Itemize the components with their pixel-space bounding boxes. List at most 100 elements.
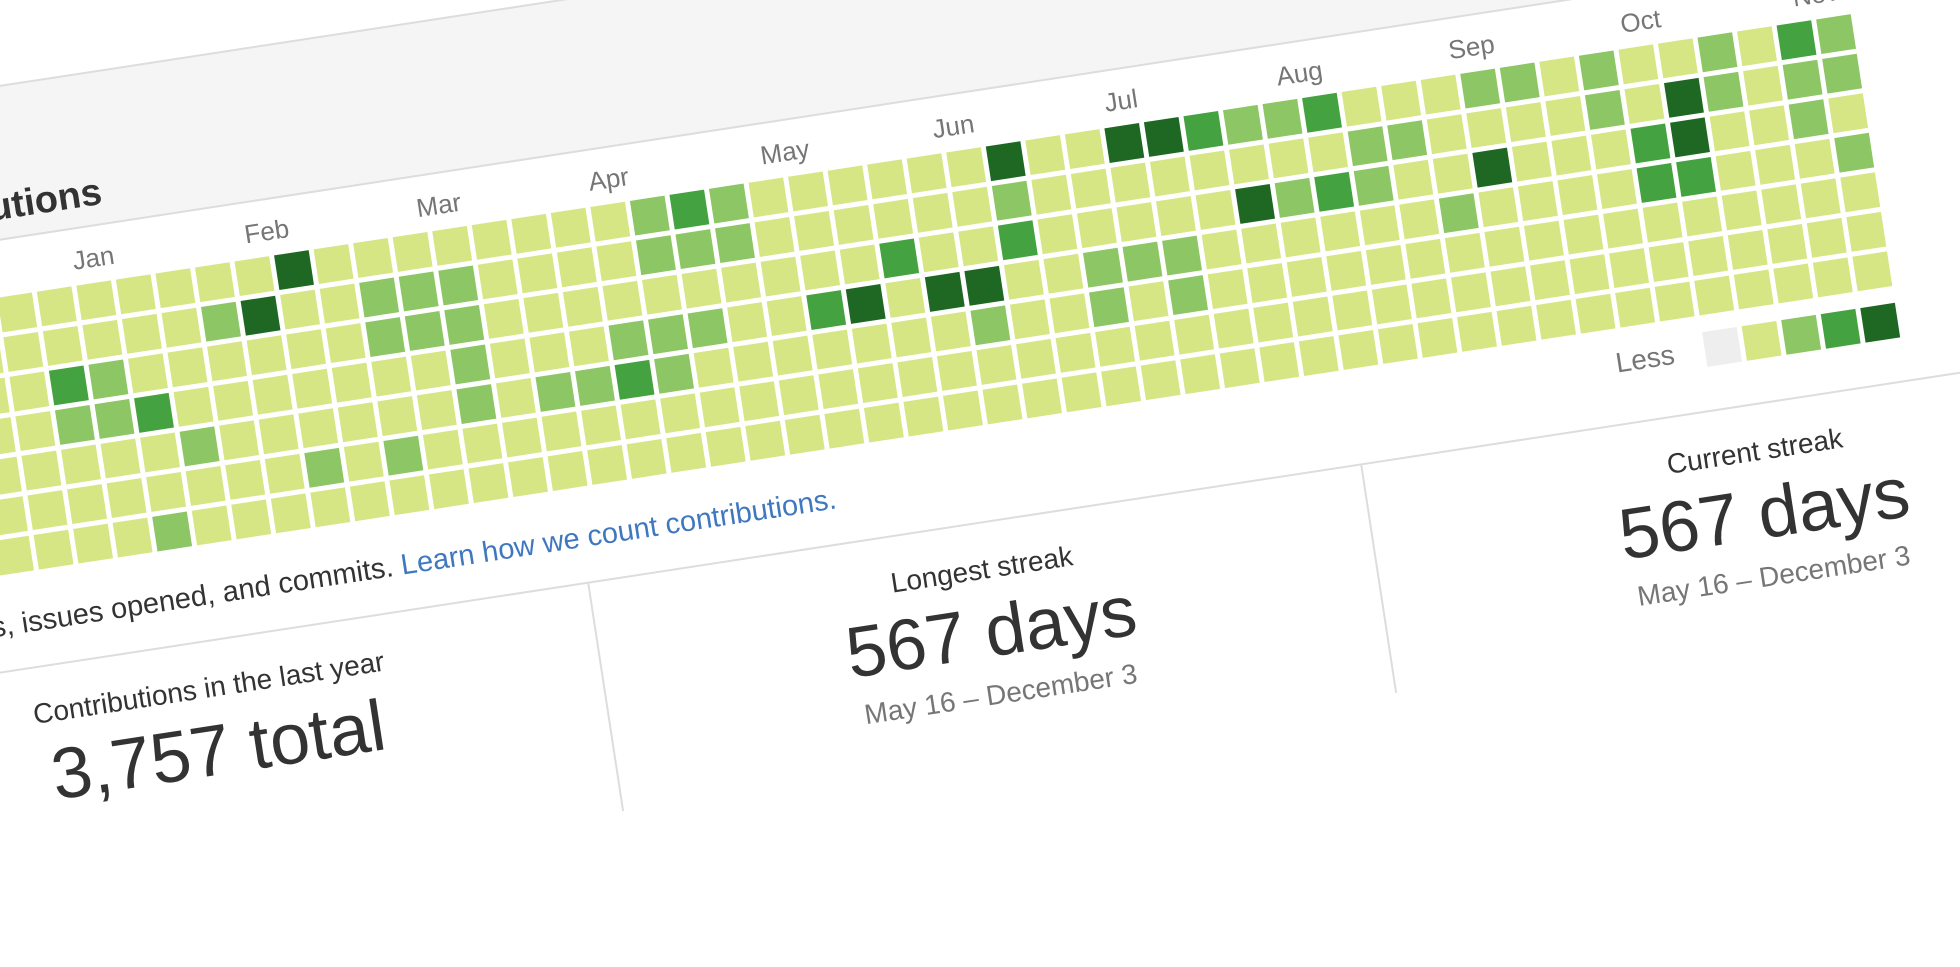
day-cell bbox=[1840, 172, 1881, 213]
day-cell bbox=[1822, 53, 1863, 94]
day-cell bbox=[1709, 111, 1750, 152]
day-cell bbox=[1761, 184, 1802, 225]
day-cell bbox=[304, 447, 345, 488]
day-cell bbox=[721, 262, 761, 303]
day-cell bbox=[1505, 102, 1546, 142]
day-cell bbox=[581, 405, 621, 446]
day-cell bbox=[1043, 253, 1084, 294]
day-cell bbox=[1341, 86, 1382, 127]
day-cell bbox=[839, 244, 880, 285]
day-cell bbox=[264, 453, 305, 494]
day-cell bbox=[0, 377, 10, 418]
day-cell bbox=[0, 338, 4, 378]
day-cell bbox=[325, 323, 366, 364]
legend-swatch bbox=[1702, 326, 1743, 367]
day-cell bbox=[456, 384, 497, 424]
month-label: Nov bbox=[1790, 0, 1840, 14]
day-cell bbox=[422, 429, 463, 470]
month-label: Jan bbox=[70, 239, 117, 276]
day-cell bbox=[161, 307, 202, 348]
day-cell bbox=[1128, 281, 1169, 322]
day-cell bbox=[27, 490, 68, 531]
day-cell bbox=[310, 487, 351, 528]
day-cell bbox=[879, 238, 920, 279]
day-cell bbox=[912, 192, 953, 233]
day-cell bbox=[812, 329, 853, 370]
day-cell bbox=[833, 204, 874, 245]
month-label: Sep bbox=[1446, 28, 1497, 66]
day-cell bbox=[1575, 293, 1616, 334]
day-cell bbox=[1365, 244, 1406, 285]
day-cell bbox=[1381, 80, 1422, 121]
day-cell bbox=[1749, 105, 1790, 146]
day-cell bbox=[280, 289, 320, 330]
day-cell bbox=[219, 420, 260, 461]
day-cell bbox=[648, 314, 688, 355]
day-cell bbox=[1438, 193, 1479, 234]
day-cell bbox=[946, 147, 987, 188]
day-cell bbox=[1767, 223, 1808, 264]
day-cell bbox=[61, 444, 101, 485]
day-cell bbox=[201, 301, 241, 342]
month-label: Aug bbox=[1274, 54, 1325, 92]
day-cell bbox=[1241, 223, 1282, 264]
day-cell bbox=[0, 456, 22, 497]
day-cell bbox=[1597, 169, 1637, 209]
day-cell bbox=[82, 319, 123, 360]
day-cell bbox=[1405, 238, 1446, 279]
day-cell bbox=[1603, 208, 1643, 249]
day-cell bbox=[1806, 217, 1847, 258]
day-cell bbox=[687, 308, 728, 349]
day-cell bbox=[1371, 284, 1412, 325]
day-cell bbox=[292, 368, 333, 409]
day-cell bbox=[903, 396, 944, 437]
day-cell bbox=[788, 171, 828, 212]
day-cell bbox=[1122, 241, 1163, 282]
day-cell bbox=[654, 353, 695, 394]
day-cell bbox=[1670, 117, 1710, 158]
day-cell bbox=[1280, 217, 1321, 258]
day-cell bbox=[818, 369, 859, 410]
day-cell bbox=[450, 344, 491, 385]
day-cell bbox=[1262, 98, 1303, 139]
day-cell bbox=[897, 357, 938, 397]
day-cell bbox=[1478, 187, 1519, 228]
day-cell bbox=[976, 344, 1017, 385]
day-cell bbox=[1064, 129, 1105, 169]
day-cell bbox=[708, 183, 749, 224]
day-cell bbox=[167, 347, 208, 388]
day-cell bbox=[286, 329, 327, 370]
day-cell bbox=[1189, 150, 1230, 191]
day-cell bbox=[1648, 242, 1689, 282]
day-cell bbox=[1630, 123, 1671, 164]
day-cell bbox=[1812, 257, 1853, 298]
day-cell bbox=[234, 256, 275, 297]
day-cell bbox=[1636, 163, 1677, 203]
day-cell bbox=[1499, 62, 1540, 103]
day-cell bbox=[1472, 147, 1513, 188]
day-cell bbox=[693, 347, 734, 388]
day-cell bbox=[359, 277, 400, 318]
stat-box: Contributions in the last year 3,757 tota… bbox=[0, 583, 625, 930]
legend-swatch bbox=[1781, 314, 1822, 355]
day-cell bbox=[1235, 183, 1276, 224]
day-cell bbox=[754, 217, 795, 257]
day-cell bbox=[1049, 293, 1090, 334]
day-cell bbox=[1326, 250, 1367, 291]
day-cell bbox=[365, 317, 406, 357]
day-cell bbox=[1399, 199, 1440, 240]
day-cell bbox=[389, 475, 430, 516]
day-cell bbox=[1539, 56, 1580, 97]
day-cell bbox=[918, 232, 959, 273]
day-cell bbox=[33, 529, 74, 570]
legend-swatch bbox=[1820, 308, 1861, 349]
day-cell bbox=[1286, 257, 1327, 297]
day-cell bbox=[827, 165, 868, 206]
day-cell bbox=[127, 353, 168, 394]
day-cell bbox=[1268, 138, 1309, 179]
day-cell bbox=[511, 213, 552, 254]
day-cell bbox=[67, 484, 107, 525]
day-cell bbox=[766, 296, 807, 337]
day-cell bbox=[36, 286, 77, 327]
day-cell bbox=[1247, 263, 1288, 303]
